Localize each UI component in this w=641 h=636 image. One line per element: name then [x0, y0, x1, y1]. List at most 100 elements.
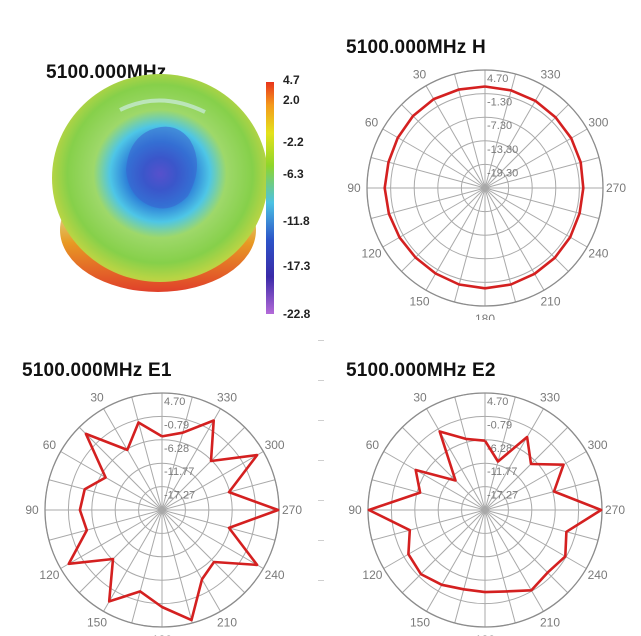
- polar-grid-spoke: [484, 509, 599, 541]
- polar-e2-chart: 4.70-0.79-6.28-11.77-17.2733030027024021…: [348, 390, 625, 636]
- cb-label-5: -17.3: [283, 259, 311, 273]
- polar-grid-spoke: [48, 479, 163, 511]
- polar-grid-spoke: [370, 156, 486, 189]
- polar-grid-spoke: [48, 509, 163, 541]
- polar-grid-spoke: [484, 509, 569, 594]
- polar-grid-spoke: [454, 509, 486, 624]
- polar-angle-label: 300: [265, 438, 285, 452]
- polar-radial-label: -0.79: [487, 419, 512, 431]
- polar-grid-spoke: [401, 104, 486, 189]
- polar-grid-spoke: [161, 408, 221, 511]
- polar-radial-label: -17.27: [164, 490, 195, 502]
- polar-panel-e1: 5100.000MHz E1 4.70 -0.79 -6.28 -11.77 -17.2…: [0, 320, 320, 636]
- polar-grid-spoke: [371, 509, 486, 541]
- polar-grid-spoke: [484, 479, 599, 511]
- polar-angle-label: 150: [410, 616, 430, 630]
- polar-grid-spoke: [484, 85, 545, 189]
- polar-grid-spoke: [484, 408, 544, 511]
- polar-angle-label: 120: [362, 568, 382, 582]
- separator-mark: [318, 460, 324, 461]
- polar-grid-spoke: [484, 396, 516, 511]
- polar-grid-spoke: [382, 128, 486, 189]
- polar-grid-spoke: [484, 187, 517, 303]
- cb-label-1: 2.0: [283, 93, 300, 107]
- cb-label-3: -6.3: [283, 167, 304, 181]
- polar-angle-label: 270: [282, 503, 302, 517]
- separator-mark: [318, 340, 324, 341]
- polar-grid-spoke: [425, 85, 486, 189]
- polar-angle-label: 90: [348, 503, 362, 517]
- polar-angle-label: 210: [217, 616, 237, 630]
- polar-grid-spoke: [161, 509, 246, 594]
- polar-grid-spoke: [131, 396, 163, 511]
- polar-grid-spoke: [453, 73, 486, 189]
- polar-angle-label: 30: [413, 68, 427, 82]
- heatmap-3d-surface: 4.7 2.0 -2.2 -6.3 -11.8 -17.3 -22.8: [52, 73, 311, 320]
- polar-grid-spoke: [383, 451, 486, 511]
- polar-angle-label: 300: [588, 438, 608, 452]
- polar-grid-spoke: [484, 426, 569, 511]
- cb-label-2: -2.2: [283, 135, 304, 149]
- polar-e2-title: 5100.000MHz E2: [346, 360, 496, 381]
- polar-radial-label: 4.70: [164, 396, 185, 408]
- polar-angle-label: 210: [540, 294, 560, 308]
- polar-angle-label: 330: [217, 390, 237, 404]
- polar-grid-spoke: [484, 187, 569, 272]
- polar-grid-spoke: [453, 187, 486, 303]
- polar-angle-label: 180: [475, 633, 495, 636]
- polar-grid-spoke: [454, 396, 486, 511]
- polar-angle-label: 180: [475, 312, 495, 320]
- polar-angle-label: 300: [588, 116, 608, 130]
- polar-grid-spoke: [161, 426, 246, 511]
- sphere-lobe: [126, 126, 198, 209]
- polar-grid-spoke: [161, 509, 264, 569]
- polar-grid-spoke: [383, 509, 486, 569]
- polar-outer-ring: [366, 69, 604, 307]
- separator-mark: [318, 580, 324, 581]
- polar-angle-label: 60: [43, 438, 57, 452]
- polar-grid-spoke: [484, 509, 544, 612]
- colorbar: [266, 82, 274, 314]
- polar-grid-spoke: [131, 509, 163, 624]
- polar-grid-spoke: [484, 73, 517, 189]
- polar-grid-spoke: [484, 187, 588, 248]
- polar-angle-label: 120: [362, 247, 382, 261]
- polar-grid-spoke: [161, 509, 193, 624]
- polar-angle-label: 270: [606, 181, 626, 195]
- polar-grid-spoke: [161, 479, 276, 511]
- polar-grid-spoke: [401, 509, 486, 594]
- polar-grid-spoke: [161, 509, 276, 541]
- polar-grid-spoke: [60, 509, 163, 569]
- polar-grid-spoke: [103, 509, 163, 612]
- polar-panel-e2: 5100.000MHz E2 4.70 -0.79 -6.28 -11.77 -17.2…: [320, 320, 641, 636]
- polar-grid-spoke: [401, 187, 486, 272]
- polar-grid-spoke: [401, 426, 486, 511]
- polar-radial-label: 4.70: [487, 396, 508, 408]
- polar-pattern-curve: [367, 430, 603, 594]
- polar-angle-label: 240: [265, 568, 285, 582]
- cb-label-4: -11.8: [283, 214, 310, 228]
- colorbar-labels: 4.7 2.0 -2.2 -6.3 -11.8 -17.3 -22.8: [283, 73, 311, 320]
- polar-angle-label: 330: [540, 390, 560, 404]
- polar-radial-label: -11.77: [487, 466, 517, 478]
- polar-angle-label: 150: [87, 616, 107, 630]
- polar-grid-spoke: [371, 479, 486, 511]
- polar-grid-spoke: [382, 187, 486, 248]
- polar-angle-label: 180: [152, 633, 172, 636]
- polar-grid-spoke: [60, 451, 163, 511]
- polar-angle-label: 30: [413, 390, 427, 404]
- polar-radial-label: -6.28: [164, 443, 189, 455]
- polar-grid-spoke: [425, 187, 486, 291]
- polar-angle-label: 30: [90, 390, 104, 404]
- polar-panel-h: 5100.000MHz H 4.70 -1.30 -7.30 -13.30 -19.30…: [320, 0, 641, 320]
- polar-angle-label: 240: [588, 247, 608, 261]
- polar-angle-label: 60: [366, 438, 380, 452]
- polar-angle-label: 240: [588, 568, 608, 582]
- polar-angle-label: 270: [605, 503, 625, 517]
- polar-radial-label: -11.77: [164, 466, 194, 478]
- polar-radial-label: -17.27: [487, 490, 518, 502]
- polar-angle-label: 90: [25, 503, 39, 517]
- separator-mark: [318, 500, 324, 501]
- polar-angle-label: 60: [365, 116, 379, 130]
- polar-grid-spoke: [78, 509, 163, 594]
